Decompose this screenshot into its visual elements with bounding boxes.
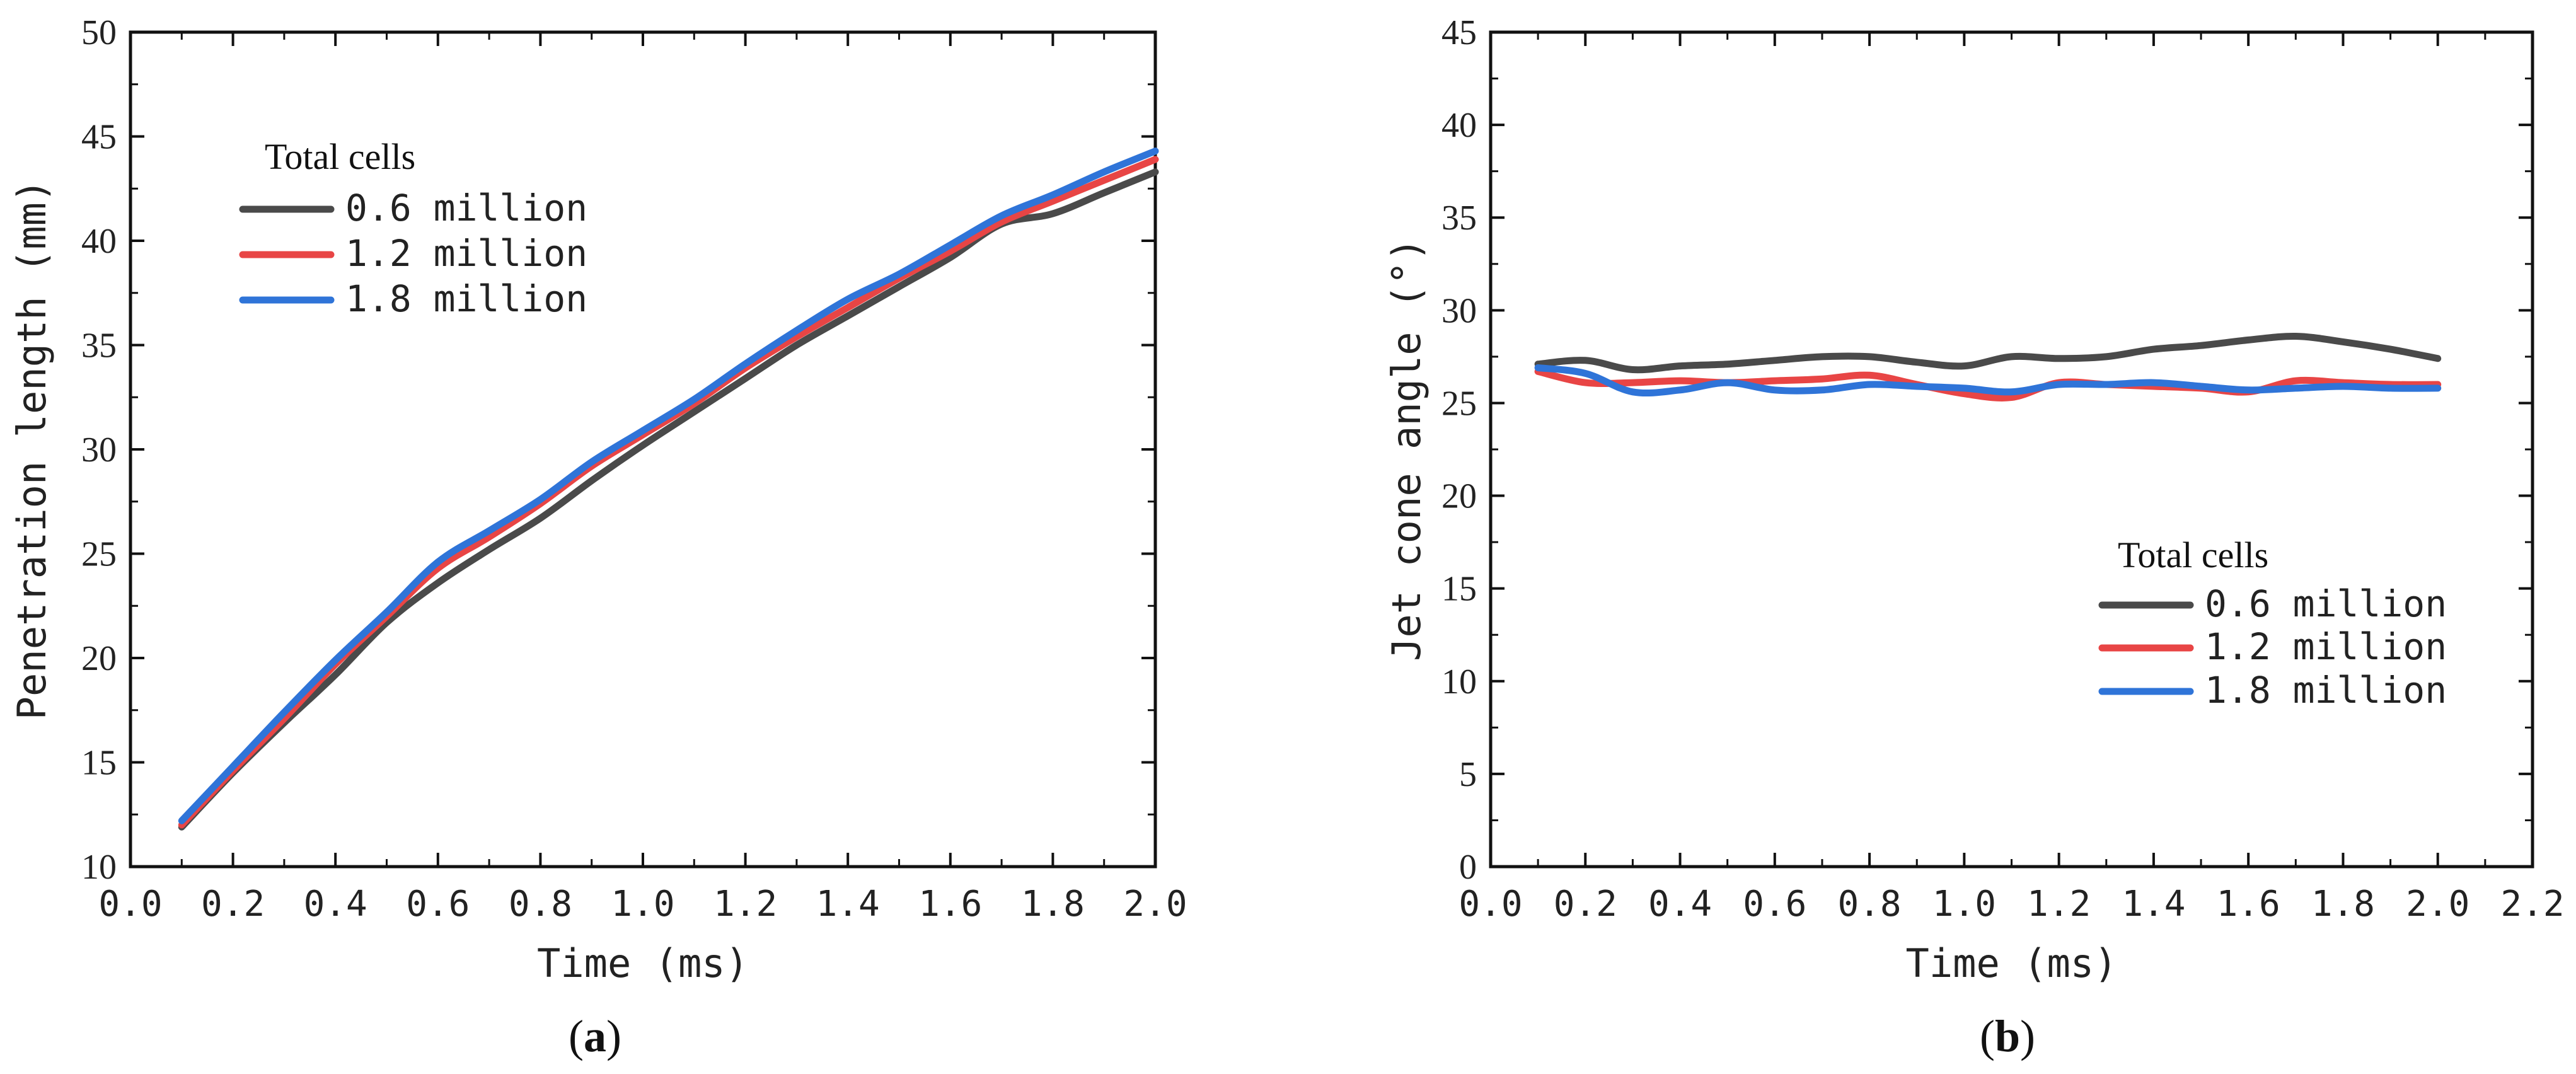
x-tick-label: 0.8 <box>509 884 572 925</box>
y-axis-title: Jet cone angle (°) <box>1383 238 1430 661</box>
panel-label: (a) <box>569 1011 621 1061</box>
x-axis-title: Time (ms) <box>1906 940 2118 986</box>
x-tick-label: 1.4 <box>2122 884 2185 925</box>
panel-label-open: ( <box>1980 1011 1995 1061</box>
y-tick-label: 35 <box>1441 199 1477 238</box>
y-tick-label: 35 <box>81 326 117 366</box>
x-tick-label: 0.8 <box>1838 884 1902 925</box>
panel-label-close: ) <box>2020 1011 2035 1061</box>
panel-label-close: ) <box>606 1011 621 1061</box>
y-tick-label: 40 <box>81 222 117 261</box>
series-line-2 <box>1534 364 2442 397</box>
y-tick-label: 20 <box>1441 477 1477 516</box>
x-tick-label: 1.8 <box>2311 884 2375 925</box>
y-tick-label: 50 <box>81 13 117 52</box>
series-line-1 <box>178 156 1159 829</box>
x-tick-label: 0.0 <box>1458 884 1522 925</box>
x-tick-label: 0.6 <box>406 884 470 925</box>
legend-label-0: 0.6 million <box>2205 582 2447 625</box>
y-tick-label: 0 <box>1459 848 1477 887</box>
plot-frame <box>1489 30 2534 869</box>
x-tick-label: 1.6 <box>918 884 982 925</box>
x-tick-label: 0.6 <box>1743 884 1806 925</box>
series-line-0 <box>1534 332 2442 374</box>
y-tick-label: 25 <box>1441 384 1477 423</box>
y-tick-label: 45 <box>81 118 117 157</box>
y-tick-label: 15 <box>1441 570 1477 609</box>
x-tick-label: 1.4 <box>816 884 880 925</box>
x-tick-label: 2.0 <box>1123 884 1187 925</box>
series-line-2 <box>178 147 1159 824</box>
x-tick-label: 0.4 <box>1648 884 1712 925</box>
legend-title: Total cells <box>265 136 415 177</box>
x-tick-label: 1.0 <box>611 884 674 925</box>
panel-label-open: ( <box>569 1011 584 1061</box>
y-tick-label: 30 <box>1441 291 1477 330</box>
y-axis-title: Penetration length (mm) <box>9 179 55 720</box>
x-tick-label: 1.2 <box>2027 884 2091 925</box>
legend-label-2: 1.8 million <box>345 277 587 320</box>
x-tick-label: 1.2 <box>713 884 777 925</box>
y-tick-label: 10 <box>1441 662 1477 702</box>
x-tick-label: 2.0 <box>2406 884 2469 925</box>
legend-label-2: 1.8 million <box>2205 669 2447 712</box>
y-tick-label: 40 <box>1441 106 1477 145</box>
series-line-1 <box>1534 367 2442 401</box>
panel-label: (b) <box>1980 1011 2035 1061</box>
y-tick-label: 20 <box>81 639 117 678</box>
x-tick-label: 0.2 <box>1554 884 1617 925</box>
x-tick-label: 2.2 <box>2500 884 2564 925</box>
x-axis-title: Time (ms) <box>537 940 749 986</box>
chart-panel-0: 0.0 0.2 0.4 0.6 0.8 1.0 1.2 1.4 1.6 1.8 2.0 10 15 20 2… <box>9 13 1187 1061</box>
legend-title: Total cells <box>2118 534 2268 575</box>
x-tick-label: 1.0 <box>1932 884 1996 925</box>
x-tick-label: 1.6 <box>2217 884 2280 925</box>
y-tick-label: 15 <box>81 744 117 783</box>
x-tick-label: 0.4 <box>304 884 367 925</box>
legend-label-1: 1.2 million <box>345 232 587 275</box>
y-tick-label: 30 <box>81 430 117 470</box>
x-tick-label: 0.0 <box>98 884 162 925</box>
y-tick-label: 10 <box>81 848 117 887</box>
x-tick-label: 1.8 <box>1021 884 1085 925</box>
chart-panel-1: 0.0 0.2 0.4 0.6 0.8 1.0 1.2 1.4 1.6 1.8 2.0 2.2 0 5 10… <box>1383 13 2565 1061</box>
x-tick-label: 0.2 <box>201 884 265 925</box>
legend-label-0: 0.6 million <box>345 187 587 229</box>
panel-label-letter: b <box>1995 1011 2020 1061</box>
y-tick-label: 45 <box>1441 13 1477 52</box>
series-line-0 <box>178 168 1159 831</box>
y-tick-label: 5 <box>1459 755 1477 794</box>
panel-label-letter: a <box>584 1011 606 1061</box>
legend-label-1: 1.2 million <box>2205 625 2447 668</box>
y-tick-label: 25 <box>81 535 117 574</box>
